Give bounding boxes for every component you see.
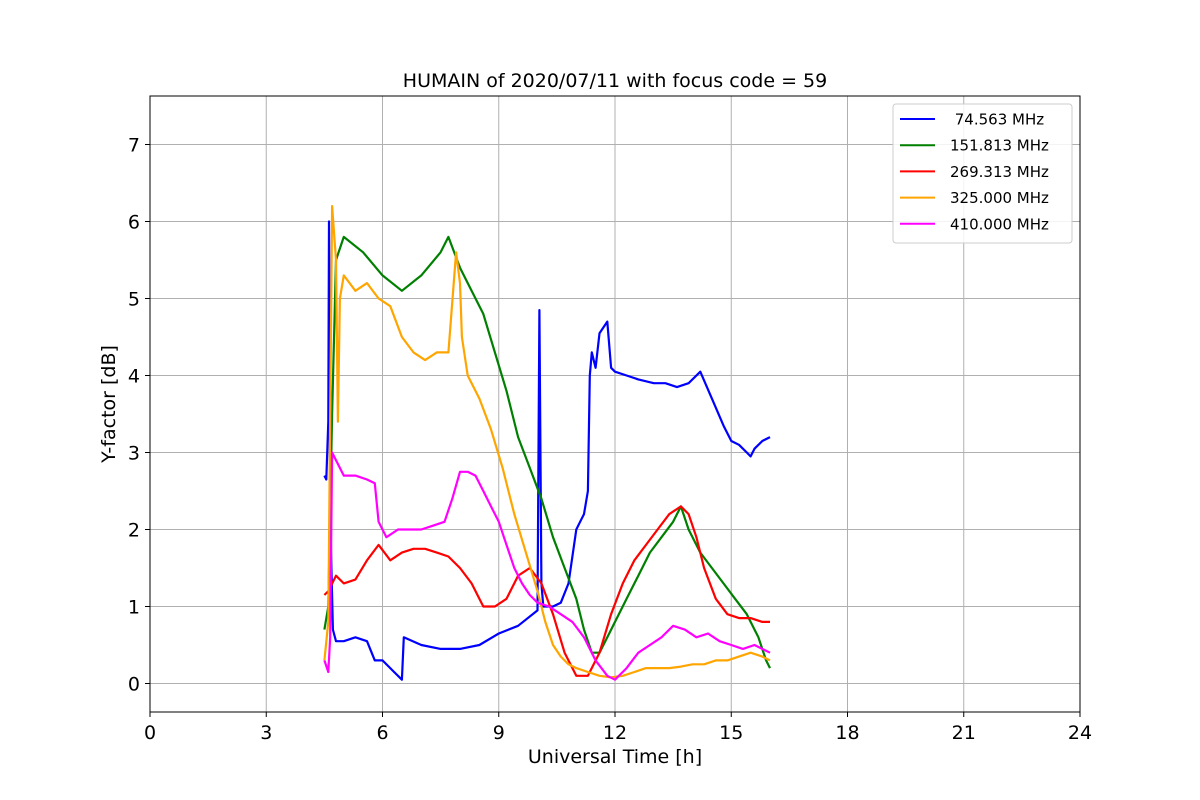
- x-axis: 0 3 6 9 12 15 18 21 24: [144, 712, 1092, 744]
- series-line-1: [323, 235, 771, 669]
- legend-label: 74.563 MHz: [950, 111, 1044, 129]
- x-tick-label: 0: [144, 722, 156, 744]
- legend-label: 269.313 MHz: [950, 163, 1049, 181]
- y-tick-label: 1: [128, 597, 140, 619]
- x-tick-label: 3: [260, 722, 272, 744]
- x-tick-label: 15: [719, 722, 743, 744]
- x-tick-label: 18: [835, 722, 859, 744]
- x-tick-label: 24: [1068, 722, 1092, 744]
- legend-label: 325.000 MHz: [950, 189, 1049, 207]
- y-tick-label: 5: [128, 289, 140, 311]
- y-tick-label: 6: [128, 212, 140, 234]
- y-tick-label: 4: [128, 366, 140, 388]
- plot-area: [323, 205, 771, 681]
- x-tick-label: 6: [376, 722, 388, 744]
- x-axis-label: Universal Time [h]: [528, 746, 702, 768]
- y-tick-label: 7: [128, 135, 140, 157]
- series-line-0: [323, 220, 771, 681]
- y-axis-label: Y-factor [dB]: [98, 345, 120, 464]
- x-tick-label: 9: [493, 722, 505, 744]
- x-tick-label: 21: [952, 722, 976, 744]
- y-tick-label: 0: [128, 674, 140, 696]
- y-tick-label: 3: [128, 443, 140, 465]
- legend-label: 410.000 MHz: [950, 215, 1049, 233]
- chart-title: HUMAIN of 2020/07/11 with focus code = 5…: [403, 70, 827, 92]
- series-line-3: [323, 205, 771, 679]
- series-line-2: [323, 505, 770, 677]
- legend-box: [892, 103, 1073, 244]
- x-tick-label: 12: [603, 722, 627, 744]
- y-axis: 0 1 2 3 4 5 6 7: [128, 135, 150, 696]
- series-line-4: [323, 451, 771, 681]
- legend: 74.563 MHz 151.813 MHz 269.313 MHz 325.000 …: [892, 103, 1073, 244]
- y-tick-label: 2: [128, 520, 140, 542]
- legend-label: 151.813 MHz: [950, 137, 1049, 155]
